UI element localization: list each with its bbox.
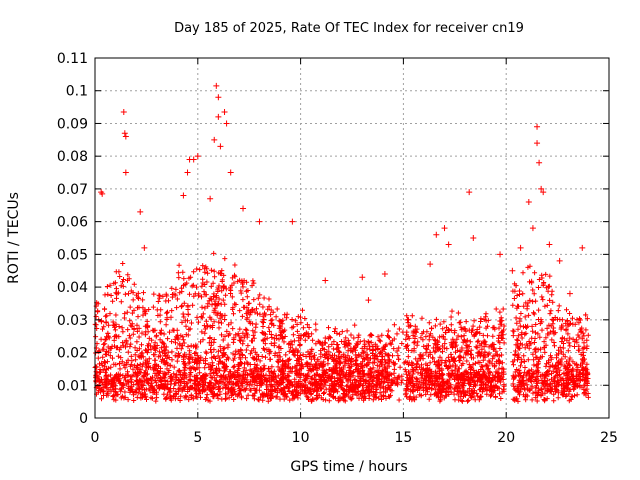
data-point [211, 136, 218, 143]
data-point [137, 208, 144, 215]
y-tick-label: 0 [79, 411, 88, 427]
data-point [546, 241, 553, 248]
data-point [221, 109, 228, 115]
x-tick-label: 5 [193, 430, 202, 446]
data-point [120, 109, 127, 115]
y-tick-label: 0.09 [57, 116, 88, 132]
axis-ticks: 0 0.01 0.02 0.03 0.04 0.05 0.06 0.07 0.08 0.09 0.1… [57, 51, 618, 446]
x-tick-label: 25 [600, 430, 618, 446]
y-axis-label: ROTI / TECUs [6, 192, 22, 284]
y-tick-label: 0.06 [57, 215, 88, 231]
data-point [556, 257, 563, 264]
data-point [240, 205, 247, 212]
y-tick-label: 0.11 [57, 51, 88, 67]
data-point [381, 271, 388, 277]
data-point [194, 153, 201, 160]
data-point [466, 189, 473, 196]
point-cloud [92, 250, 591, 404]
data-point [207, 195, 214, 202]
plot-frame [94, 57, 610, 419]
data-point [441, 225, 448, 232]
data-point [122, 169, 129, 176]
data-point [227, 169, 234, 176]
dense-data-cloud [92, 250, 591, 404]
x-tick-label: 20 [497, 430, 515, 446]
y-tick-label: 0.02 [57, 346, 88, 362]
data-point [122, 133, 129, 140]
data-point [359, 274, 366, 281]
data-point [404, 316, 411, 323]
chart-title: Day 185 of 2025, Rate Of TEC Index for r… [174, 21, 524, 36]
y-tick-label: 0.01 [57, 378, 88, 394]
x-axis-label: GPS time / hours [290, 459, 407, 475]
data-point [289, 218, 296, 225]
data-point [322, 277, 329, 284]
data-points [98, 82, 586, 323]
data-point [99, 190, 106, 197]
y-tick-label: 0.04 [57, 280, 88, 296]
data-point [534, 123, 541, 130]
data-point [427, 261, 434, 268]
data-point [525, 199, 532, 205]
data-point [445, 241, 452, 248]
data-point [534, 140, 541, 147]
x-tick-label: 10 [292, 430, 310, 446]
data-point [470, 235, 477, 241]
data-point [529, 225, 536, 232]
data-point [497, 251, 504, 258]
data-point [536, 159, 543, 166]
data-point [141, 244, 148, 251]
data-point [433, 231, 440, 238]
data-point [121, 130, 128, 137]
data-point [190, 156, 197, 163]
data-point [180, 192, 187, 199]
data-point [215, 113, 222, 120]
data-point [256, 218, 263, 225]
data-point [566, 290, 573, 297]
y-tick-label: 0.08 [57, 149, 88, 165]
data-point [213, 82, 220, 89]
data-point [579, 244, 586, 251]
grid-layer [95, 58, 609, 418]
data-point [184, 169, 191, 176]
data-point [517, 244, 524, 251]
data-point [217, 143, 224, 150]
x-tick-label: 15 [394, 430, 412, 446]
x-tick-label: 0 [91, 430, 100, 446]
data-point [223, 120, 230, 127]
data-point [215, 94, 222, 101]
data-point [538, 185, 545, 192]
data-point [509, 267, 516, 274]
data-point [540, 189, 547, 196]
data-point [365, 297, 372, 304]
y-tick-label: 0.05 [57, 247, 88, 263]
y-tick-label: 0.03 [57, 313, 88, 329]
y-tick-label: 0.07 [57, 182, 88, 198]
y-tick-label: 0.1 [66, 84, 88, 100]
